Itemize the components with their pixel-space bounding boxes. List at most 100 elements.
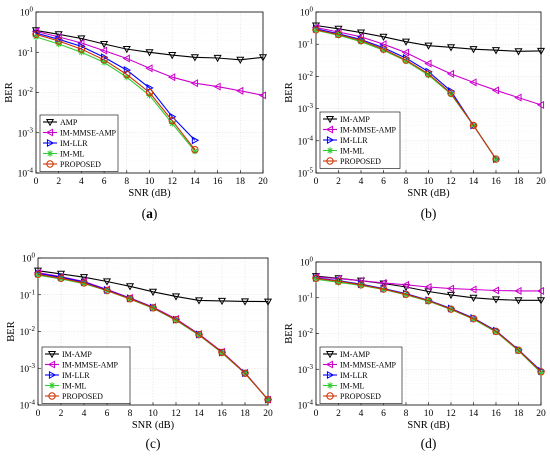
data-point	[424, 42, 433, 50]
data-point	[218, 348, 226, 357]
data-point	[514, 346, 523, 354]
data-point	[258, 54, 268, 62]
data-point	[241, 369, 249, 377]
legend-entry: PROPOSED	[60, 160, 101, 169]
y-tick-label: 10-2	[298, 70, 314, 83]
data-point	[401, 48, 410, 57]
x-tick-label: 0	[314, 177, 319, 187]
x-tick-label: 12	[446, 177, 456, 187]
data-point	[379, 33, 388, 42]
data-point	[424, 70, 433, 78]
series-proposed	[34, 270, 272, 404]
legend-marker	[325, 125, 334, 134]
data-point	[447, 89, 455, 97]
legend-entry: IM-LLR	[62, 371, 90, 380]
data-point	[167, 73, 176, 82]
data-point	[491, 47, 501, 55]
data-point	[34, 270, 42, 279]
series-amp	[31, 27, 268, 65]
data-point	[213, 54, 222, 63]
y-tick-label: 10-4	[18, 167, 34, 180]
data-point	[236, 86, 244, 95]
data-point	[492, 155, 500, 163]
legend-marker	[326, 392, 334, 400]
data-point	[536, 100, 545, 109]
data-point	[491, 286, 500, 295]
x-tick-label: 18	[236, 177, 246, 187]
series-line	[315, 277, 542, 373]
x-tick-label: 20	[536, 409, 546, 419]
data-point	[77, 35, 86, 43]
panel-b: 0 2 4 6 8 10 12 14 16 18 20 100 10-1 10-2 10-3 10-4 10-5…	[284, 6, 546, 222]
data-point	[357, 281, 365, 289]
legend-entry: IM-LLR	[340, 371, 368, 380]
series-line	[315, 29, 497, 160]
legend-marker	[46, 138, 55, 148]
series-line	[35, 33, 196, 151]
data-point	[80, 279, 88, 287]
x-tick-label: 0	[314, 409, 319, 419]
data-point	[55, 37, 63, 45]
data-point	[123, 70, 131, 79]
data-point	[514, 48, 523, 56]
data-point	[402, 290, 410, 298]
y-tick-label: 10-3	[18, 126, 34, 139]
series-line	[315, 276, 541, 292]
x-tick-label: 4	[82, 409, 87, 419]
x-tick-label: 4	[79, 177, 84, 187]
data-point	[312, 26, 320, 34]
data-point	[401, 280, 410, 289]
y-tick-label: 10-3	[298, 102, 314, 115]
data-point	[31, 27, 40, 36]
legend-marker	[45, 118, 55, 127]
data-point	[102, 278, 112, 286]
x-tick-label: 16	[491, 409, 501, 419]
data-point	[77, 45, 86, 53]
data-point	[424, 282, 432, 292]
data-point	[334, 30, 343, 39]
y-tick-label: 10-1	[298, 38, 314, 51]
series-line	[35, 29, 264, 61]
data-point	[536, 286, 545, 295]
series-line	[37, 273, 269, 400]
data-point	[190, 54, 199, 62]
legend-marker	[326, 135, 335, 145]
legend-entry: IM-ML	[62, 381, 87, 390]
x-tick-label: 14	[190, 177, 200, 187]
legend-entry: PROPOSED	[340, 392, 381, 401]
data-point	[172, 315, 180, 324]
data-point	[491, 296, 501, 304]
data-point	[357, 36, 365, 45]
data-point	[469, 314, 478, 323]
series-line	[35, 36, 196, 152]
data-point	[236, 56, 245, 65]
x-tick-label: 14	[469, 177, 479, 187]
data-point	[514, 297, 523, 305]
legend-marker	[47, 360, 56, 369]
series-im-amp	[33, 267, 273, 306]
data-point	[195, 330, 203, 339]
legend-marker	[325, 115, 335, 124]
x-tick-label: 6	[105, 409, 110, 419]
data-point	[356, 29, 366, 37]
data-point	[145, 49, 154, 57]
data-point	[32, 30, 40, 38]
x-tick-label: 4	[359, 409, 364, 419]
data-point	[356, 32, 365, 41]
data-point	[446, 69, 455, 78]
x-tick-label: 18	[514, 409, 524, 419]
x-tick-label: 2	[336, 177, 341, 187]
legend-entry: AMP	[60, 118, 78, 127]
y-tick-label: 10-4	[20, 399, 36, 412]
legend-entry: IM-ML	[340, 146, 365, 155]
panel-label: (d)	[421, 436, 437, 451]
data-point	[258, 91, 267, 100]
legend-marker	[48, 392, 56, 400]
legend-entry: IM-MMSE-AMP	[62, 360, 119, 369]
data-point	[424, 296, 433, 305]
x-tick-label: 2	[336, 409, 341, 419]
x-tick-label: 10	[424, 409, 434, 419]
y-tick-label: 10-4	[298, 134, 314, 147]
x-tick-label: 6	[102, 177, 107, 187]
